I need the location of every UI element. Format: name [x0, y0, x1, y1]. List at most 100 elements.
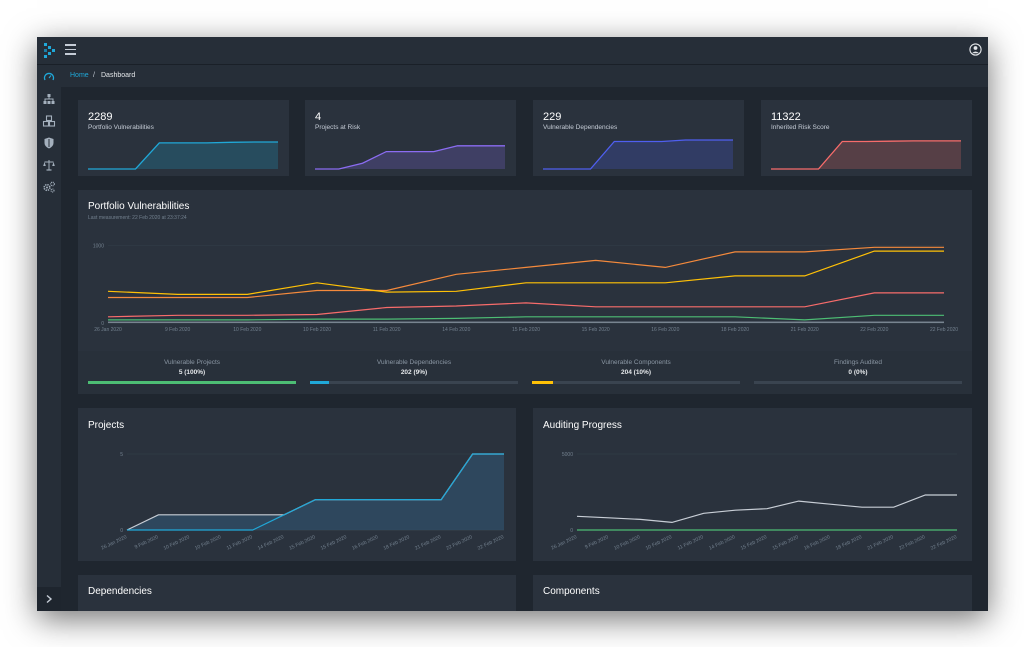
- y-tick-label: 0: [570, 528, 573, 534]
- breadcrumb-current: Dashboard: [101, 72, 136, 79]
- y-tick-label: 0: [120, 528, 123, 534]
- x-tick-label: 21 Feb 2020: [791, 327, 819, 333]
- progress-track: [532, 381, 740, 384]
- progress-fill: [310, 381, 329, 384]
- sparkline-chart: [315, 145, 505, 170]
- x-tick-label: 11 Feb 2020: [226, 534, 254, 551]
- x-tick-label: 15 Feb 2020: [582, 327, 610, 333]
- components-cubes-icon[interactable]: [42, 114, 56, 128]
- sidebar-minimizer[interactable]: [37, 587, 61, 611]
- x-tick-label: 22 Feb 2020: [477, 534, 505, 551]
- projects-card: Projects 0 5 26 Jan 2020 9 Feb 2020 10 Feb 2…: [78, 408, 516, 561]
- x-tick-label: 16 Feb 2020: [651, 327, 679, 333]
- x-tick-label: 21 Feb 2020: [414, 534, 442, 551]
- x-tick-label: 15 Feb 2020: [772, 534, 800, 551]
- x-tick-label: 18 Feb 2020: [383, 534, 411, 551]
- y-tick-label: 1000: [93, 244, 104, 250]
- stat-label: Inherited Risk Score: [771, 124, 830, 131]
- card-title: Projects: [88, 420, 125, 431]
- menu-toggle-icon[interactable]: [65, 44, 76, 56]
- x-tick-label: 22 Feb 2020: [930, 327, 958, 333]
- x-tick-label: 14 Feb 2020: [257, 534, 285, 551]
- progress-findings-audited: Findings Audited 0 (0%): [754, 351, 962, 391]
- progress-label: Vulnerable Projects: [163, 359, 221, 366]
- stat-card-vulnerable-dependencies: 229 Vulnerable Dependencies: [533, 100, 744, 176]
- sidebar: [37, 65, 61, 611]
- x-tick-label: 26 Jan 2020: [550, 534, 578, 551]
- stat-value: 4: [315, 111, 322, 123]
- x-tick-label: 9 Feb 2020: [165, 327, 191, 333]
- stat-card-projects-at-risk: 4 Projects at Risk: [305, 100, 516, 176]
- license-scale-icon[interactable]: [42, 158, 56, 172]
- sparkline-area: [315, 145, 505, 169]
- x-tick-label: 15 Feb 2020: [288, 534, 316, 551]
- x-tick-label: 21 Feb 2020: [867, 534, 895, 551]
- logo-icon[interactable]: [43, 42, 57, 59]
- progress-track: [754, 381, 962, 384]
- sparkline-chart: [771, 140, 961, 170]
- card-title: Components: [543, 586, 600, 597]
- last-measurement-text: Last measurement: 22 Feb 2020 at 23:37:2…: [88, 215, 187, 221]
- components-card: Components: [533, 575, 972, 611]
- progress-vulnerable-components: Vulnerable Components 204 (10%): [532, 351, 740, 391]
- sparkline-area: [543, 140, 733, 169]
- progress-track: [88, 381, 296, 384]
- x-tick-label: 15 Feb 2020: [512, 327, 540, 333]
- x-tick-label: 11 Feb 2020: [373, 327, 401, 333]
- x-tick-label: 22 Feb 2020: [898, 534, 926, 551]
- series-line: [107, 250, 944, 296]
- card-title: Dependencies: [88, 586, 152, 597]
- y-tick-label: 5000: [562, 452, 573, 458]
- progress-label: Findings Audited: [833, 359, 883, 366]
- series-line: [576, 494, 957, 524]
- progress-track: [310, 381, 518, 384]
- x-tick-label: 10 Feb 2020: [303, 327, 331, 333]
- x-tick-label: 10 Feb 2020: [613, 534, 641, 551]
- x-tick-label: 10 Feb 2020: [194, 534, 222, 551]
- stat-label: Portfolio Vulnerabilities: [88, 124, 154, 131]
- x-tick-label: 10 Feb 2020: [163, 534, 191, 551]
- stat-card-portfolio-vulnerabilities: 2289 Portfolio Vulnerabilities: [78, 100, 289, 176]
- vulnerabilities-shield-icon[interactable]: [42, 136, 56, 150]
- breadcrumb-home-link[interactable]: Home: [70, 72, 89, 79]
- sparkline-line: [88, 141, 278, 170]
- sparkline-chart: [88, 141, 278, 170]
- x-tick-label: 15 Feb 2020: [740, 534, 768, 551]
- progress-fill: [532, 381, 553, 384]
- x-tick-label: 18 Feb 2020: [835, 534, 863, 551]
- x-tick-label: 14 Feb 2020: [442, 327, 470, 333]
- series-line: [108, 246, 944, 299]
- x-tick-label: 22 Feb 2020: [930, 534, 958, 551]
- dependencies-card: Dependencies: [78, 575, 516, 611]
- card-title: Portfolio Vulnerabilities: [88, 201, 190, 212]
- x-tick-label: 16 Feb 2020: [351, 534, 379, 551]
- x-tick-label: 10 Feb 2020: [233, 327, 261, 333]
- x-tick-label: 26 Jan 2020: [100, 534, 128, 551]
- x-tick-label: 26 Jan 2020: [94, 327, 122, 333]
- auditing-progress-card: Auditing Progress 0 5000 26 Jan 2020 9 Feb …: [533, 408, 972, 561]
- top-navbar: [37, 37, 988, 65]
- sparkline-line: [315, 145, 505, 170]
- stat-value: 229: [543, 111, 562, 123]
- administration-gears-icon[interactable]: [42, 180, 56, 194]
- progress-label: Vulnerable Dependencies: [376, 359, 452, 366]
- series-line: [127, 453, 504, 531]
- progress-label: Vulnerable Components: [601, 359, 671, 366]
- progress-value: 5 (100%): [178, 369, 206, 376]
- projects-hierarchy-icon[interactable]: [42, 92, 56, 106]
- sparkline-line: [543, 139, 733, 170]
- user-account-icon[interactable]: [969, 43, 982, 56]
- x-tick-label: 14 Feb 2020: [708, 534, 736, 551]
- portfolio-vulnerabilities-card: Portfolio Vulnerabilities Last measureme…: [78, 190, 972, 394]
- x-tick-label: 10 Feb 2020: [645, 534, 673, 551]
- y-tick-label: 0: [101, 321, 104, 327]
- x-tick-label: 15 Feb 2020: [320, 534, 348, 551]
- dashboard-gauge-icon[interactable]: [42, 70, 56, 84]
- series-line: [108, 314, 944, 321]
- x-tick-label: 9 Feb 2020: [584, 534, 610, 550]
- breadcrumb: Home / Dashboard: [61, 65, 988, 87]
- sparkline-chart: [543, 139, 733, 170]
- x-tick-label: 22 Feb 2020: [860, 327, 888, 333]
